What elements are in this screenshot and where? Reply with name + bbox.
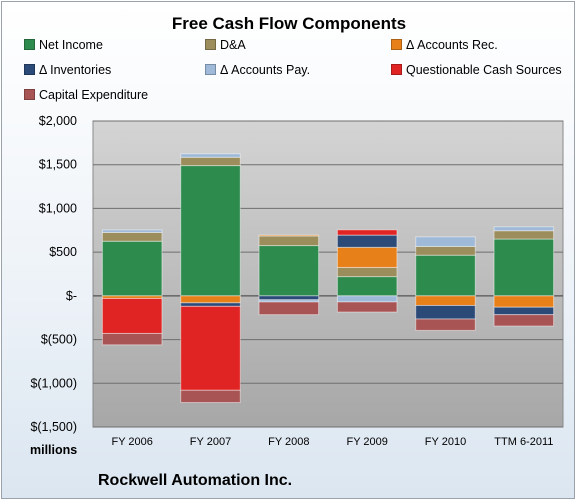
- bar-segment: [336, 276, 398, 297]
- legend-item-accounts-rec: Δ Accounts Rec.: [391, 38, 498, 52]
- bar-segment: [336, 301, 398, 313]
- legend-swatch: [24, 64, 35, 75]
- legend-item-da: D&A: [205, 38, 246, 52]
- legend-label: Net Income: [39, 38, 103, 52]
- bar-segment: [101, 297, 163, 334]
- bar-segment: [258, 301, 320, 316]
- bar-segment: [415, 318, 476, 331]
- bar-segment: [180, 389, 241, 404]
- bar-segment: [493, 314, 555, 327]
- x-tick-label: TTM 6-2011: [494, 436, 553, 448]
- bar-segment: [415, 236, 476, 247]
- y-tick-label: $1,000: [39, 201, 77, 215]
- company-name: Rockwell Automation Inc.: [98, 472, 293, 489]
- bar-segment: [493, 230, 555, 240]
- legend-label: Δ Accounts Pay.: [220, 63, 311, 77]
- bar-segment: [180, 302, 241, 307]
- bar-segment: [180, 153, 241, 158]
- legend-swatch: [24, 39, 35, 50]
- y-tick-label: $(1,500): [30, 420, 77, 434]
- legend-swatch: [24, 89, 35, 100]
- y-axis: $2,000 $1,500 $1,000 $500 $- $(500) $(1,000) $(…: [30, 114, 77, 434]
- legend-item-questionable-cash: Questionable Cash Sources: [391, 63, 562, 77]
- bar-segment: [336, 229, 398, 236]
- legend-label: Questionable Cash Sources: [406, 63, 562, 77]
- y-tick-label: $1,500: [39, 158, 77, 172]
- bar-segment: [415, 295, 476, 306]
- plot-area: [92, 120, 564, 428]
- x-tick-label: FY 2008: [268, 436, 309, 448]
- bar-segment: [336, 246, 398, 268]
- bar-segment: [101, 231, 163, 242]
- bar-segment: [101, 240, 163, 297]
- bar-segment: [180, 295, 241, 304]
- legend-item-capex: Capital Expenditure: [24, 88, 148, 102]
- y-tick-label: $500: [49, 245, 77, 259]
- y-tick-label: $2,000: [39, 114, 77, 128]
- units-label: millions: [30, 443, 78, 457]
- bar-segment: [101, 332, 163, 346]
- legend-label: D&A: [220, 38, 246, 52]
- bars: [101, 153, 555, 404]
- bar-segment: [258, 245, 320, 297]
- y-tick-label: $(500): [41, 333, 77, 347]
- legend-item-inventories: Δ Inventories: [24, 63, 111, 77]
- x-axis: FY 2006 FY 2007 FY 2008 FY 2009 FY 2010 TTM 6…: [111, 436, 553, 448]
- bar-segment: [258, 234, 320, 237]
- bar-segment: [493, 295, 555, 308]
- bar-segment: [258, 295, 320, 301]
- x-tick-label: FY 2010: [425, 436, 466, 448]
- gridlines: [93, 120, 563, 428]
- bar-segment: [493, 238, 555, 297]
- bar-segment: [493, 306, 555, 316]
- bar-segment: [336, 234, 398, 248]
- x-tick-label: FY 2007: [190, 436, 231, 448]
- legend-item-net-income: Net Income: [24, 38, 103, 52]
- x-tick-label: FY 2006: [111, 436, 152, 448]
- bar-segment: [180, 156, 241, 167]
- bar-segment: [258, 235, 320, 247]
- legend-swatch: [391, 39, 402, 50]
- bar-segment: [336, 266, 398, 278]
- legend-item-accounts-pay: Δ Accounts Pay.: [205, 63, 310, 77]
- y-tick-label: $(1,000): [30, 376, 77, 390]
- plot-background: [92, 120, 564, 428]
- legend-swatch: [391, 64, 402, 75]
- legend-label: Δ Inventories: [39, 63, 112, 77]
- legend-swatch: [205, 39, 216, 50]
- bar-segment: [180, 305, 241, 391]
- bar-segment: [180, 165, 241, 297]
- bar-segment: [101, 229, 163, 233]
- legend-label: Δ Accounts Rec.: [406, 38, 498, 52]
- legend-swatch: [205, 64, 216, 75]
- bar-segment: [415, 254, 476, 297]
- bar-segment: [493, 226, 555, 232]
- y-tick-label: $-: [66, 289, 77, 303]
- chart-title: Free Cash Flow Components: [171, 14, 407, 33]
- bar-segment: [415, 245, 476, 256]
- x-tick-label: FY 2009: [346, 436, 387, 448]
- bar-segment: [336, 295, 398, 303]
- legend-label: Capital Expenditure: [39, 88, 149, 102]
- bar-segment: [415, 304, 476, 320]
